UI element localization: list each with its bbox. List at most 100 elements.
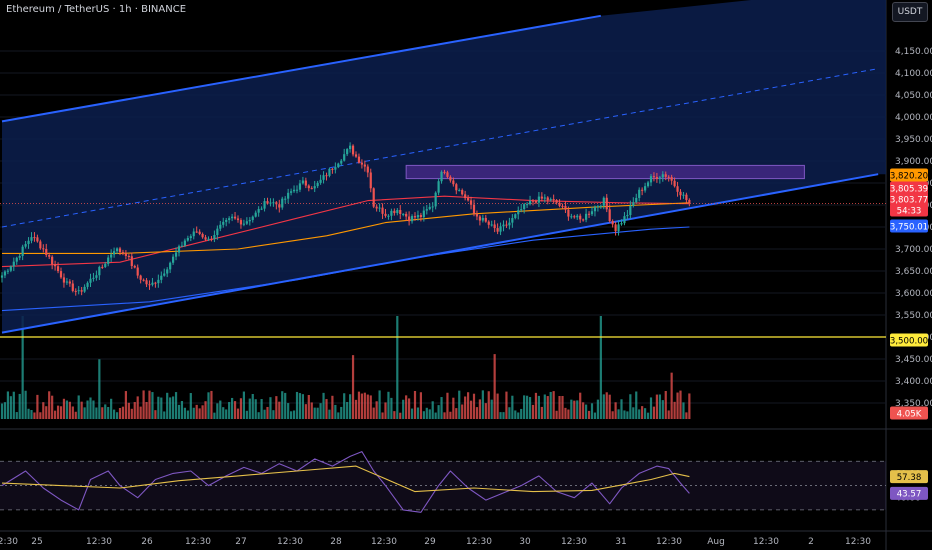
candle[interactable] bbox=[228, 218, 231, 220]
candle[interactable] bbox=[340, 160, 343, 164]
candle[interactable] bbox=[558, 202, 561, 206]
candle[interactable] bbox=[590, 211, 594, 215]
candle[interactable] bbox=[508, 222, 511, 226]
candle[interactable] bbox=[65, 281, 68, 283]
candle[interactable] bbox=[667, 176, 670, 178]
candle[interactable] bbox=[393, 210, 396, 214]
candle[interactable] bbox=[585, 213, 588, 220]
candle[interactable] bbox=[148, 284, 151, 286]
candle[interactable] bbox=[354, 154, 358, 157]
candle[interactable] bbox=[219, 224, 222, 229]
candle[interactable] bbox=[638, 189, 641, 198]
candle[interactable] bbox=[688, 199, 691, 204]
candle[interactable] bbox=[136, 267, 139, 276]
candle[interactable] bbox=[151, 282, 154, 285]
candle[interactable] bbox=[363, 164, 366, 167]
candle[interactable] bbox=[467, 198, 470, 201]
candle[interactable] bbox=[83, 286, 86, 292]
candle[interactable] bbox=[449, 176, 452, 181]
candle[interactable] bbox=[334, 167, 337, 170]
candle[interactable] bbox=[623, 216, 626, 224]
candle[interactable] bbox=[422, 210, 425, 217]
candle[interactable] bbox=[157, 279, 160, 284]
candle[interactable] bbox=[531, 200, 535, 202]
candle[interactable] bbox=[328, 168, 331, 176]
candle[interactable] bbox=[632, 202, 635, 206]
candle[interactable] bbox=[56, 266, 60, 272]
candle[interactable] bbox=[36, 237, 39, 242]
candle[interactable] bbox=[626, 214, 629, 217]
candle[interactable] bbox=[661, 174, 664, 178]
candle[interactable] bbox=[118, 248, 122, 253]
candle[interactable] bbox=[222, 221, 225, 225]
candle[interactable] bbox=[413, 216, 417, 218]
candle[interactable] bbox=[163, 273, 166, 276]
candle[interactable] bbox=[236, 218, 240, 221]
candle[interactable] bbox=[110, 254, 113, 258]
candle[interactable] bbox=[74, 290, 77, 292]
candle[interactable] bbox=[231, 216, 234, 219]
candle[interactable] bbox=[455, 184, 458, 191]
candle[interactable] bbox=[419, 215, 422, 217]
candle[interactable] bbox=[576, 215, 579, 218]
candle[interactable] bbox=[225, 219, 228, 222]
candle[interactable] bbox=[139, 275, 142, 280]
candle[interactable] bbox=[145, 280, 148, 285]
candle[interactable] bbox=[408, 216, 411, 222]
candle[interactable] bbox=[39, 241, 42, 249]
candle[interactable] bbox=[269, 202, 272, 204]
candle[interactable] bbox=[121, 252, 125, 254]
candle[interactable] bbox=[390, 210, 393, 216]
candle[interactable] bbox=[611, 221, 614, 225]
candle[interactable] bbox=[15, 257, 18, 262]
candle[interactable] bbox=[80, 290, 83, 292]
candle[interactable] bbox=[549, 199, 552, 201]
candle[interactable] bbox=[481, 217, 484, 221]
candle[interactable] bbox=[233, 216, 237, 219]
candle[interactable] bbox=[198, 231, 201, 234]
candle[interactable] bbox=[207, 238, 210, 240]
candle[interactable] bbox=[301, 180, 304, 184]
candle[interactable] bbox=[107, 257, 110, 264]
candle[interactable] bbox=[546, 197, 549, 201]
currency-button[interactable]: USDT bbox=[892, 2, 928, 22]
candle[interactable] bbox=[3, 271, 7, 276]
candle[interactable] bbox=[670, 177, 673, 181]
candle[interactable] bbox=[614, 224, 617, 232]
candle[interactable] bbox=[92, 277, 95, 279]
candle[interactable] bbox=[399, 209, 402, 215]
candle[interactable] bbox=[0, 275, 4, 278]
candle[interactable] bbox=[440, 171, 443, 182]
candle[interactable] bbox=[263, 201, 266, 209]
candle[interactable] bbox=[180, 245, 184, 247]
candle[interactable] bbox=[127, 255, 130, 257]
candle[interactable] bbox=[464, 194, 467, 199]
candle[interactable] bbox=[266, 201, 269, 204]
candle[interactable] bbox=[378, 207, 381, 209]
candle[interactable] bbox=[596, 206, 599, 208]
candle[interactable] bbox=[21, 246, 24, 256]
candle[interactable] bbox=[552, 199, 555, 201]
candle[interactable] bbox=[104, 263, 107, 267]
candle[interactable] bbox=[275, 202, 278, 205]
candle[interactable] bbox=[325, 175, 328, 177]
candle[interactable] bbox=[487, 221, 490, 225]
candle[interactable] bbox=[416, 215, 420, 218]
candle[interactable] bbox=[570, 216, 573, 218]
candle[interactable] bbox=[523, 204, 526, 210]
candle[interactable] bbox=[649, 176, 653, 183]
candle[interactable] bbox=[646, 182, 650, 187]
candle[interactable] bbox=[351, 145, 355, 155]
candle[interactable] bbox=[54, 264, 57, 267]
candle[interactable] bbox=[130, 256, 133, 267]
candle[interactable] bbox=[12, 261, 15, 267]
candle[interactable] bbox=[452, 180, 455, 185]
candle[interactable] bbox=[496, 228, 499, 232]
candle[interactable] bbox=[543, 197, 546, 199]
candle[interactable] bbox=[169, 262, 172, 270]
candle[interactable] bbox=[664, 174, 667, 177]
candle[interactable] bbox=[349, 145, 352, 150]
candle[interactable] bbox=[204, 237, 207, 240]
candle[interactable] bbox=[154, 282, 157, 284]
